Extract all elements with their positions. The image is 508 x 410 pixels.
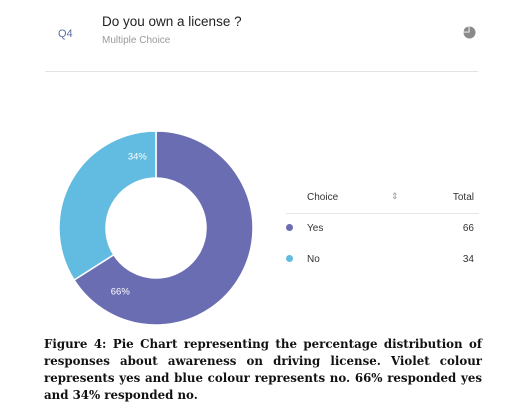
row-value: 66 (462, 223, 474, 234)
data-label-no: 34% (128, 151, 148, 162)
data-label-yes: 66% (111, 287, 131, 298)
donut-chart: 66% 34% (58, 130, 254, 326)
question-type: Multiple Choice (102, 35, 171, 46)
legend-dot-yes (286, 224, 293, 231)
pie-chart-icon[interactable] (463, 26, 476, 39)
header-divider (45, 71, 478, 72)
header-total[interactable]: Total (452, 192, 474, 203)
table-header: Choice ⇕ Total (286, 180, 479, 214)
question-number: Q4 (58, 28, 73, 40)
sort-icon[interactable]: ⇕ (391, 191, 399, 201)
figure-caption: Figure 4: Pie Chart representing the per… (44, 337, 482, 402)
slice-no[interactable] (58, 130, 157, 282)
legend-dot-no (286, 255, 293, 262)
row-value: 34 (462, 254, 474, 265)
row-label: Yes (307, 223, 324, 234)
header-choice[interactable]: Choice (307, 192, 339, 203)
slice-yes[interactable] (73, 130, 254, 326)
question-title: Do you own a license ? (102, 14, 242, 29)
results-table: Choice ⇕ Total Yes 66 No 34 (286, 180, 479, 276)
table-row: Yes 66 (286, 214, 479, 245)
row-label: No (307, 254, 320, 265)
table-row: No 34 (286, 245, 479, 276)
